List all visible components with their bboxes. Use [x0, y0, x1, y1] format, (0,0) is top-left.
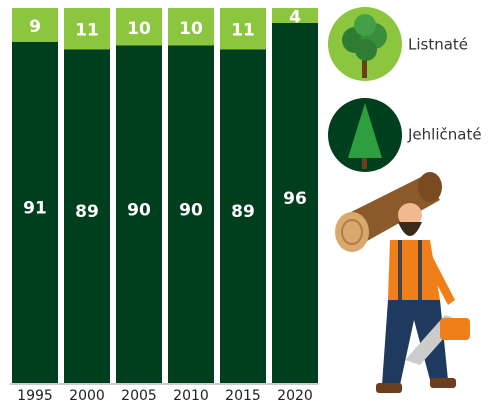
value-label: 89	[75, 202, 99, 222]
value-label: 90	[179, 200, 203, 220]
legend-label: Jehličnaté	[407, 126, 482, 144]
value-label: 9	[29, 17, 41, 37]
chart: Listnaté Jehličnaté 91 9 1995 89 11 2000 90 10 2…	[0, 0, 493, 404]
value-label: 96	[283, 189, 307, 209]
value-label: 10	[179, 19, 203, 39]
value-label: 90	[127, 200, 151, 220]
x-tick-label: 2015	[225, 388, 261, 404]
x-tick-label: 2020	[277, 388, 313, 404]
legend-icon-listnate	[328, 7, 402, 81]
lumberjack-illustration	[335, 172, 470, 393]
x-tick-label: 1995	[17, 388, 53, 404]
value-label: 11	[75, 21, 99, 41]
legend-icon-jehlicnate	[328, 98, 402, 172]
value-label: 4	[289, 8, 301, 28]
legend-label: Listnaté	[408, 36, 468, 54]
x-tick-label: 2000	[69, 388, 105, 404]
value-label: 11	[231, 21, 255, 41]
value-label: 89	[231, 202, 255, 222]
value-label: 10	[127, 19, 151, 39]
value-label: 91	[23, 198, 47, 218]
x-tick-label: 2005	[121, 388, 157, 404]
x-tick-label: 2010	[173, 388, 209, 404]
